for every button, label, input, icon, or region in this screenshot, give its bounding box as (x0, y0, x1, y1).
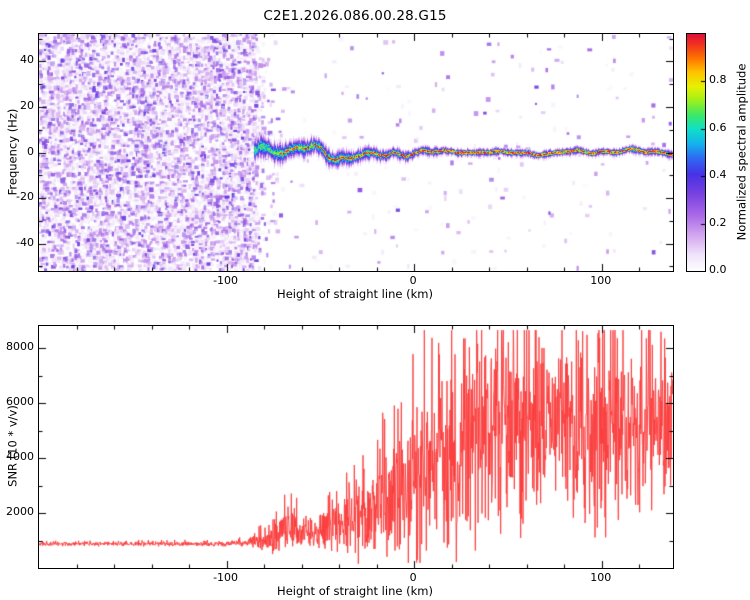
colorbar-tick-label: 0.2 (709, 215, 727, 229)
colorbar-tick-label: 0.4 (709, 168, 727, 182)
top-y-tick-label: 40 (20, 53, 34, 67)
bottom-y-tick-label: 2000 (6, 505, 34, 518)
top-y-tick-label: 20 (20, 98, 34, 112)
bottom-x-tick-label: -100 (213, 571, 239, 584)
colorbar-tick-label: 0.8 (709, 73, 727, 87)
top-x-tick-label: 100 (590, 274, 612, 287)
bottom-y-tick-label: 8000 (6, 340, 34, 353)
bottom-y-tick-label: 6000 (6, 395, 34, 408)
colorbar-tick-label: 0.6 (709, 120, 727, 134)
top-x-axis-label: Height of straight line (km) (277, 287, 433, 301)
top-y-tick-label: 0 (27, 144, 34, 158)
colorbar (686, 33, 706, 272)
figure-title: C2E1.2026.086.00.28.G15 (263, 8, 447, 24)
bottom-y-tick-label: 4000 (6, 450, 34, 463)
bottom-x-axis-label: Height of straight line (km) (277, 584, 433, 598)
top-x-tick-label: -100 (213, 274, 239, 287)
colorbar-label: Normalized spectral amplitude (734, 63, 748, 240)
colorbar-tick-label: 0.0 (709, 263, 727, 276)
spectrogram-canvas (38, 33, 674, 272)
top-y-tick-label: -40 (16, 235, 34, 249)
top-x-tick-label: 0 (409, 274, 417, 287)
bottom-x-tick-label: 0 (409, 571, 417, 584)
snr-canvas (38, 325, 674, 569)
bottom-x-tick-label: 100 (590, 571, 612, 584)
top-y-tick-label: -20 (16, 190, 34, 204)
bottom-y-axis-label: SNR (10 * v/v) (5, 405, 19, 487)
